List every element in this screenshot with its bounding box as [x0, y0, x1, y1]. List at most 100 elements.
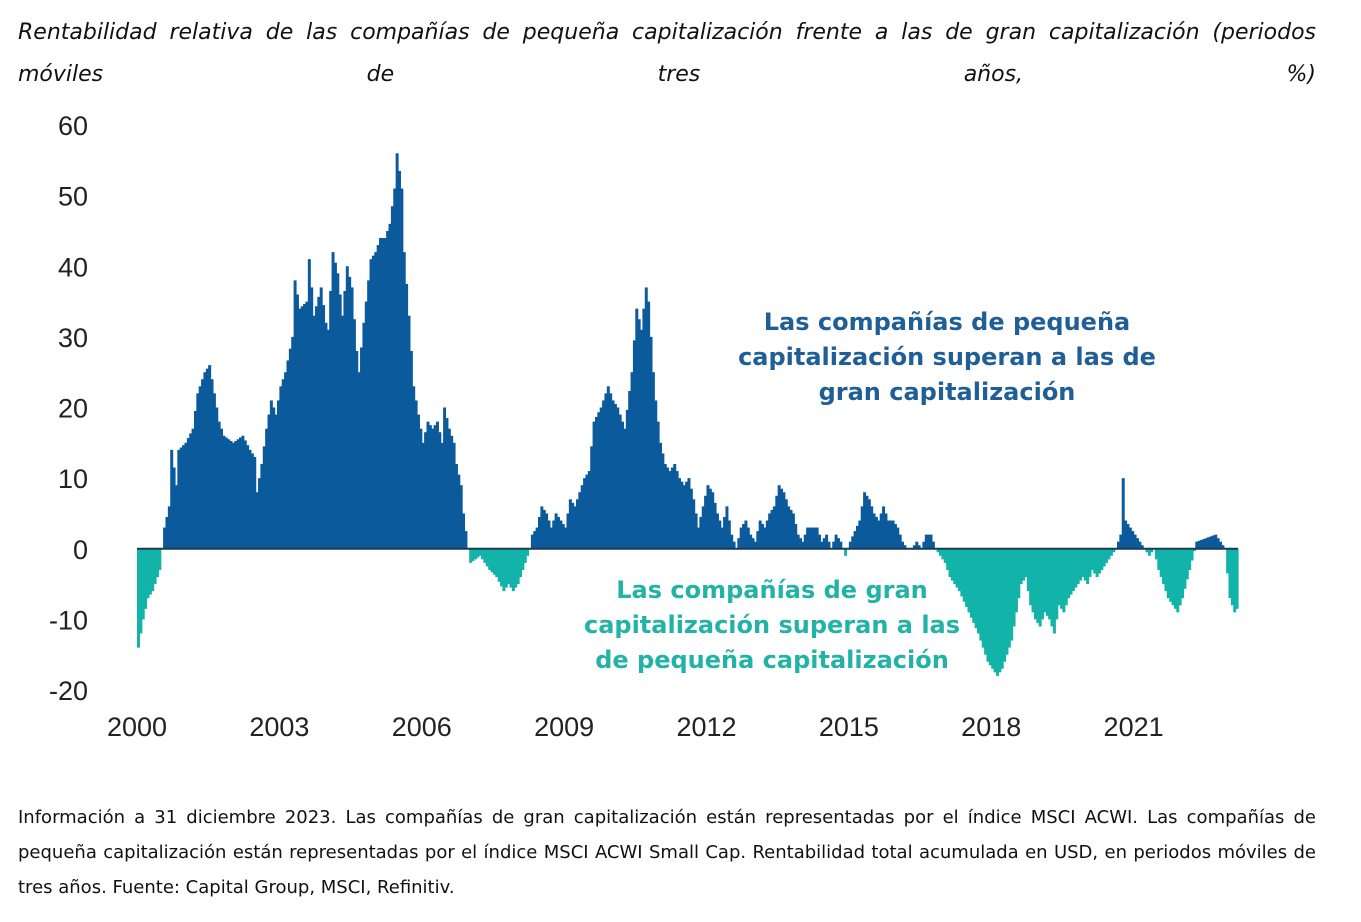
bar: [1022, 548, 1026, 581]
bar: [815, 527, 819, 549]
bar: [853, 531, 857, 549]
bar: [1216, 538, 1220, 549]
bar: [863, 492, 867, 549]
x-tick-label: 2000: [107, 712, 167, 742]
y-tick-label: 10: [58, 464, 88, 494]
bar: [205, 368, 209, 549]
bar: [357, 372, 361, 549]
bar: [227, 439, 231, 549]
bar: [694, 513, 698, 549]
bar: [1003, 548, 1007, 662]
bar: [1147, 548, 1151, 556]
bar: [1230, 548, 1234, 606]
bar: [1102, 548, 1106, 567]
bar: [303, 303, 307, 549]
bar: [1045, 548, 1049, 616]
bar: [488, 548, 492, 570]
y-tick-label: 50: [58, 182, 88, 212]
bar: [642, 308, 646, 549]
bar: [201, 379, 205, 549]
bar: [514, 548, 518, 588]
bar: [1017, 548, 1021, 599]
bar: [1081, 548, 1085, 577]
bar: [497, 548, 501, 582]
bar: [1067, 548, 1071, 599]
bar: [507, 548, 511, 585]
bar: [509, 548, 513, 588]
bar: [988, 548, 992, 666]
bar: [530, 534, 534, 549]
x-tick-label: 2012: [676, 712, 736, 742]
bar: [284, 372, 288, 549]
bar: [568, 499, 572, 549]
bar: [1041, 548, 1045, 620]
bar: [1052, 548, 1056, 634]
bar: [599, 407, 603, 549]
bar: [742, 524, 746, 549]
bar: [782, 492, 786, 549]
bar: [701, 506, 705, 549]
bar: [915, 541, 919, 549]
bar: [511, 548, 515, 592]
bar: [376, 245, 380, 549]
bar: [758, 520, 762, 549]
bar: [414, 400, 418, 549]
bar: [146, 548, 150, 599]
bar: [253, 456, 257, 549]
bar: [768, 513, 772, 549]
bar: [796, 534, 800, 549]
bar: [704, 495, 708, 549]
bar: [239, 437, 243, 549]
annotation-line: de pequeña capitalización: [595, 646, 949, 674]
bar: [224, 437, 228, 549]
bar: [269, 400, 273, 549]
bar: [163, 527, 167, 549]
bar: [1038, 548, 1042, 627]
bar: [189, 433, 193, 549]
x-axis-ticks: 2000 2003 2006 2009 2012 2015 2018 2021: [107, 712, 1164, 742]
bar: [1207, 537, 1211, 549]
bar: [984, 548, 988, 655]
bar: [184, 442, 188, 549]
bar: [1071, 548, 1075, 592]
bar: [772, 506, 776, 549]
bar: [713, 502, 717, 549]
bar: [939, 548, 942, 556]
annotation-line: Las compañías de pequeña: [764, 308, 1130, 336]
bar: [1083, 548, 1087, 581]
bar: [775, 495, 779, 549]
bar: [1105, 548, 1109, 563]
bar: [158, 548, 162, 570]
bar: [452, 442, 456, 549]
bar: [666, 467, 670, 549]
bar: [737, 538, 741, 549]
bar: [348, 276, 352, 549]
bar: [986, 548, 990, 662]
bar: [393, 188, 397, 549]
bar: [1209, 536, 1213, 549]
bar: [1204, 538, 1208, 549]
bar: [1107, 548, 1111, 560]
bar: [1119, 534, 1123, 549]
bar: [395, 153, 399, 549]
bar: [473, 548, 477, 560]
bar: [229, 441, 233, 549]
bar: [706, 485, 710, 549]
bar: [763, 527, 767, 549]
bar: [597, 412, 601, 549]
bar: [1048, 548, 1052, 620]
bar: [889, 520, 893, 549]
bar: [445, 418, 449, 549]
footnote: Información a 31 diciembre 2023. Las com…: [18, 807, 1316, 898]
y-tick-label: -20: [49, 676, 88, 706]
bar: [753, 541, 757, 549]
bar: [435, 421, 439, 549]
bar: [711, 492, 715, 549]
bar: [364, 301, 368, 549]
bar: [877, 520, 881, 549]
y-tick-label: -10: [49, 605, 88, 635]
bar: [1093, 548, 1097, 574]
bar: [476, 548, 480, 558]
bar: [471, 548, 475, 562]
bar: [1031, 548, 1035, 613]
